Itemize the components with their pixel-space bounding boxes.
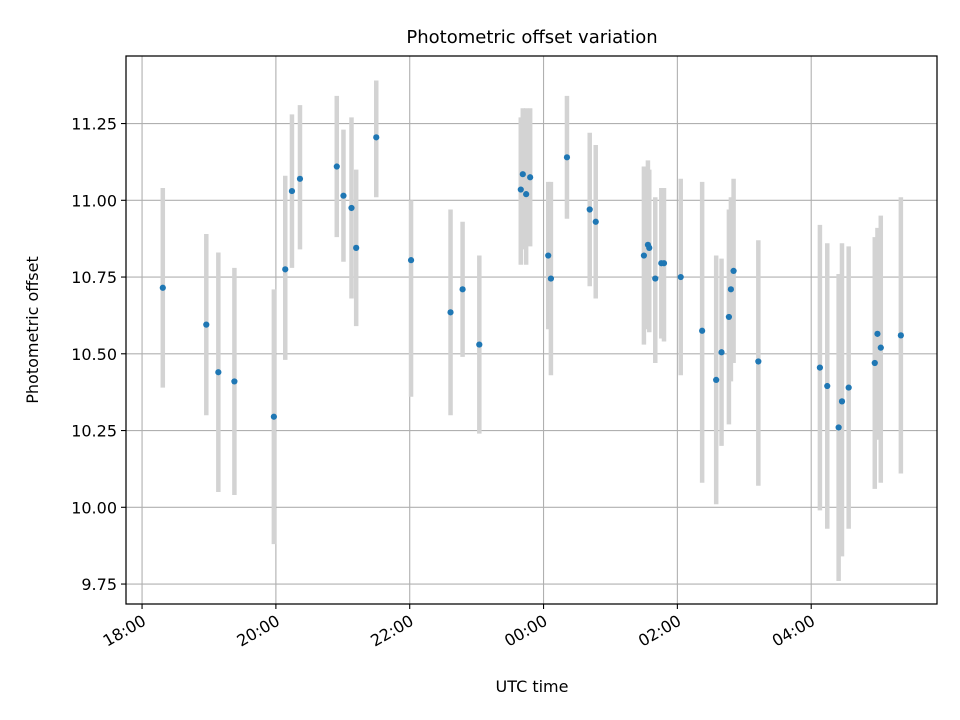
data-point	[699, 327, 706, 334]
data-point	[296, 175, 304, 182]
data-point	[545, 252, 552, 259]
data-point	[159, 284, 166, 291]
data-point	[353, 244, 360, 251]
data-point	[373, 134, 380, 141]
data-point	[270, 413, 277, 420]
x-axis-label: UTC time	[496, 677, 569, 696]
data-point	[203, 321, 210, 328]
data-point	[586, 206, 593, 213]
data-point	[282, 266, 289, 273]
data-point	[660, 260, 668, 267]
data-point	[730, 267, 737, 275]
data-point	[877, 344, 884, 351]
plot-frame	[125, 55, 938, 605]
data-point	[816, 364, 824, 371]
data-point	[517, 186, 524, 193]
data-points	[159, 134, 904, 431]
data-point	[824, 382, 831, 390]
data-point	[523, 191, 530, 198]
y-axis-ticks: 9.75 10.00 10.25 10.50 10.75 11.00 11.25	[71, 115, 126, 594]
y-tick-label: 10.00	[71, 498, 117, 517]
data-point	[713, 376, 720, 383]
data-point	[231, 378, 238, 385]
data-point	[897, 332, 904, 339]
data-point	[652, 275, 659, 282]
data-point	[527, 174, 534, 181]
data-point	[874, 330, 881, 337]
data-point	[476, 341, 483, 348]
y-axis-label: Photometric offset	[23, 256, 42, 404]
data-point	[845, 384, 852, 391]
data-point	[563, 154, 571, 161]
data-point	[288, 187, 296, 195]
data-point	[718, 349, 725, 356]
data-point	[459, 286, 466, 293]
chart-title: Photometric offset variation	[406, 27, 657, 48]
data-point	[348, 204, 355, 212]
y-tick-label: 11.00	[71, 191, 117, 210]
data-point	[333, 163, 340, 170]
y-tick-label: 10.50	[71, 345, 117, 364]
data-point	[677, 273, 684, 281]
data-point	[447, 309, 454, 316]
y-tick-label: 10.25	[71, 422, 117, 441]
data-point	[727, 286, 735, 293]
y-tick-label: 11.25	[71, 115, 117, 134]
data-point	[547, 275, 555, 282]
data-point	[407, 257, 415, 264]
data-point	[340, 192, 347, 199]
data-point	[838, 398, 846, 405]
data-point	[592, 218, 599, 225]
data-point	[835, 424, 842, 431]
data-point	[871, 359, 878, 367]
y-tick-label: 9.75	[81, 575, 117, 594]
data-point	[725, 313, 732, 321]
data-point	[215, 369, 222, 376]
data-point	[519, 171, 526, 178]
data-point	[646, 244, 653, 251]
data-point	[640, 252, 648, 259]
data-point	[755, 358, 762, 365]
y-tick-label: 10.75	[71, 268, 117, 287]
